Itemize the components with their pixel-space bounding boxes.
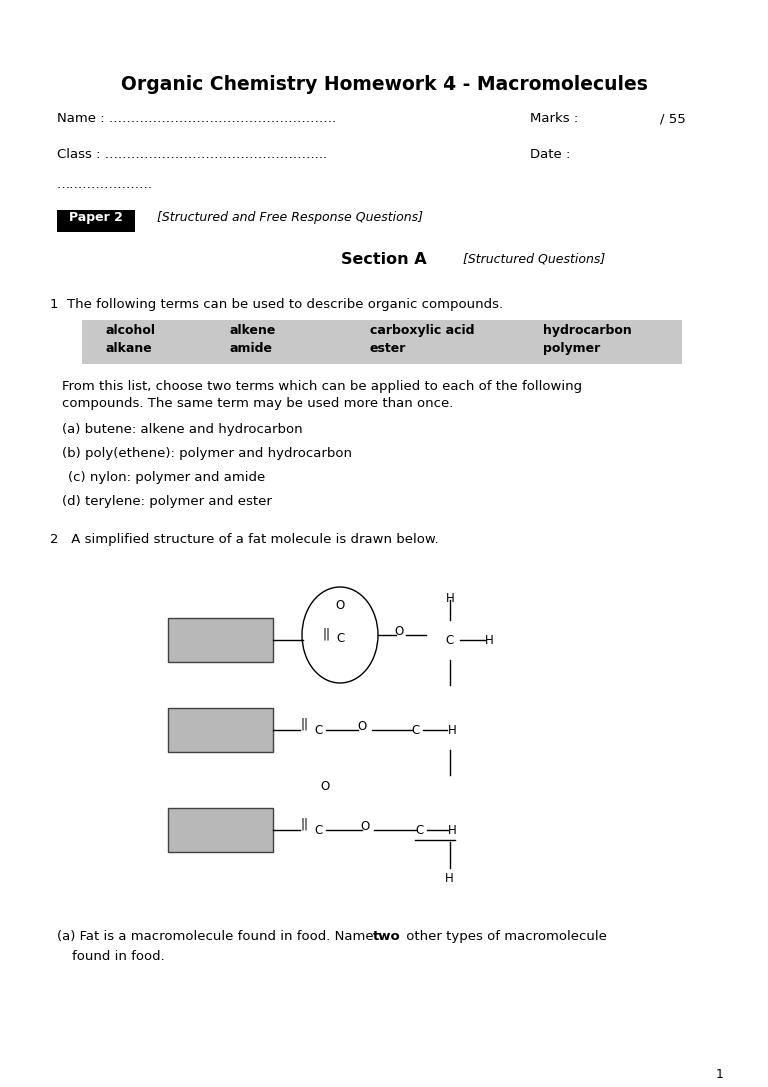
Text: (b) poly(ethene): polymer and hydrocarbon: (b) poly(ethene): polymer and hydrocarbo… xyxy=(62,447,352,460)
Text: O: O xyxy=(394,625,403,638)
Text: C: C xyxy=(445,634,453,647)
Text: From this list, choose two terms which can be applied to each of the following: From this list, choose two terms which c… xyxy=(62,380,582,393)
Text: Date :: Date : xyxy=(530,148,571,161)
Text: hydrocarbon: hydrocarbon xyxy=(543,324,632,337)
Text: polymer: polymer xyxy=(543,342,601,355)
FancyBboxPatch shape xyxy=(57,210,135,232)
Text: ||: || xyxy=(300,719,308,730)
Text: amide: amide xyxy=(230,342,273,355)
Text: H: H xyxy=(445,872,454,885)
Text: C: C xyxy=(336,633,344,646)
Text: H: H xyxy=(445,592,455,605)
Text: alcohol: alcohol xyxy=(105,324,155,337)
Text: alkane: alkane xyxy=(105,342,152,355)
Text: 2   A simplified structure of a fat molecule is drawn below.: 2 A simplified structure of a fat molecu… xyxy=(50,533,439,546)
Text: H: H xyxy=(485,634,494,647)
Text: 1: 1 xyxy=(716,1069,724,1080)
Text: H: H xyxy=(448,724,457,737)
Text: (d) terylene: polymer and ester: (d) terylene: polymer and ester xyxy=(62,495,272,508)
Text: (c) nylon: polymer and amide: (c) nylon: polymer and amide xyxy=(68,471,265,484)
Text: C: C xyxy=(314,824,323,837)
Text: O: O xyxy=(360,820,369,833)
Text: O: O xyxy=(357,720,366,733)
Text: compounds. The same term may be used more than once.: compounds. The same term may be used mor… xyxy=(62,397,453,410)
Text: [Structured and Free Response Questions]: [Structured and Free Response Questions] xyxy=(145,211,423,224)
Text: 1  The following terms can be used to describe organic compounds.: 1 The following terms can be used to des… xyxy=(50,298,503,311)
Text: Paper 2: Paper 2 xyxy=(69,211,123,224)
Text: (a) butene: alkene and hydrocarbon: (a) butene: alkene and hydrocarbon xyxy=(62,423,303,436)
Text: alkene: alkene xyxy=(230,324,276,337)
Text: Name : …………………………………………….: Name : ……………………………………………. xyxy=(57,112,336,125)
Text: (a) Fat is a macromolecule found in food. Name: (a) Fat is a macromolecule found in food… xyxy=(57,930,378,944)
Text: two: two xyxy=(373,930,401,944)
Text: carboxylic acid: carboxylic acid xyxy=(370,324,475,337)
Text: ………………….: …………………. xyxy=(57,178,153,191)
FancyBboxPatch shape xyxy=(168,808,273,852)
Text: O: O xyxy=(336,599,345,612)
Text: other types of macromolecule: other types of macromolecule xyxy=(402,930,607,944)
Text: C: C xyxy=(411,724,419,737)
Text: ||: || xyxy=(322,627,330,640)
FancyBboxPatch shape xyxy=(168,619,273,662)
Text: Marks :: Marks : xyxy=(530,112,578,125)
Text: C: C xyxy=(314,724,323,737)
Text: found in food.: found in food. xyxy=(72,950,165,963)
Text: Section A: Section A xyxy=(341,252,427,267)
FancyBboxPatch shape xyxy=(168,708,273,752)
Text: ester: ester xyxy=(370,342,406,355)
Text: Organic Chemistry Homework 4 - Macromolecules: Organic Chemistry Homework 4 - Macromole… xyxy=(121,75,647,93)
Text: / 55: / 55 xyxy=(660,112,686,125)
Text: H: H xyxy=(448,824,457,837)
Text: C: C xyxy=(415,824,423,837)
Text: Class : …………………………………………...: Class : …………………………………………... xyxy=(57,148,327,161)
Text: [Structured Questions]: [Structured Questions] xyxy=(455,252,605,265)
Text: ||: || xyxy=(300,819,308,830)
Text: O: O xyxy=(320,780,329,794)
FancyBboxPatch shape xyxy=(82,320,682,364)
